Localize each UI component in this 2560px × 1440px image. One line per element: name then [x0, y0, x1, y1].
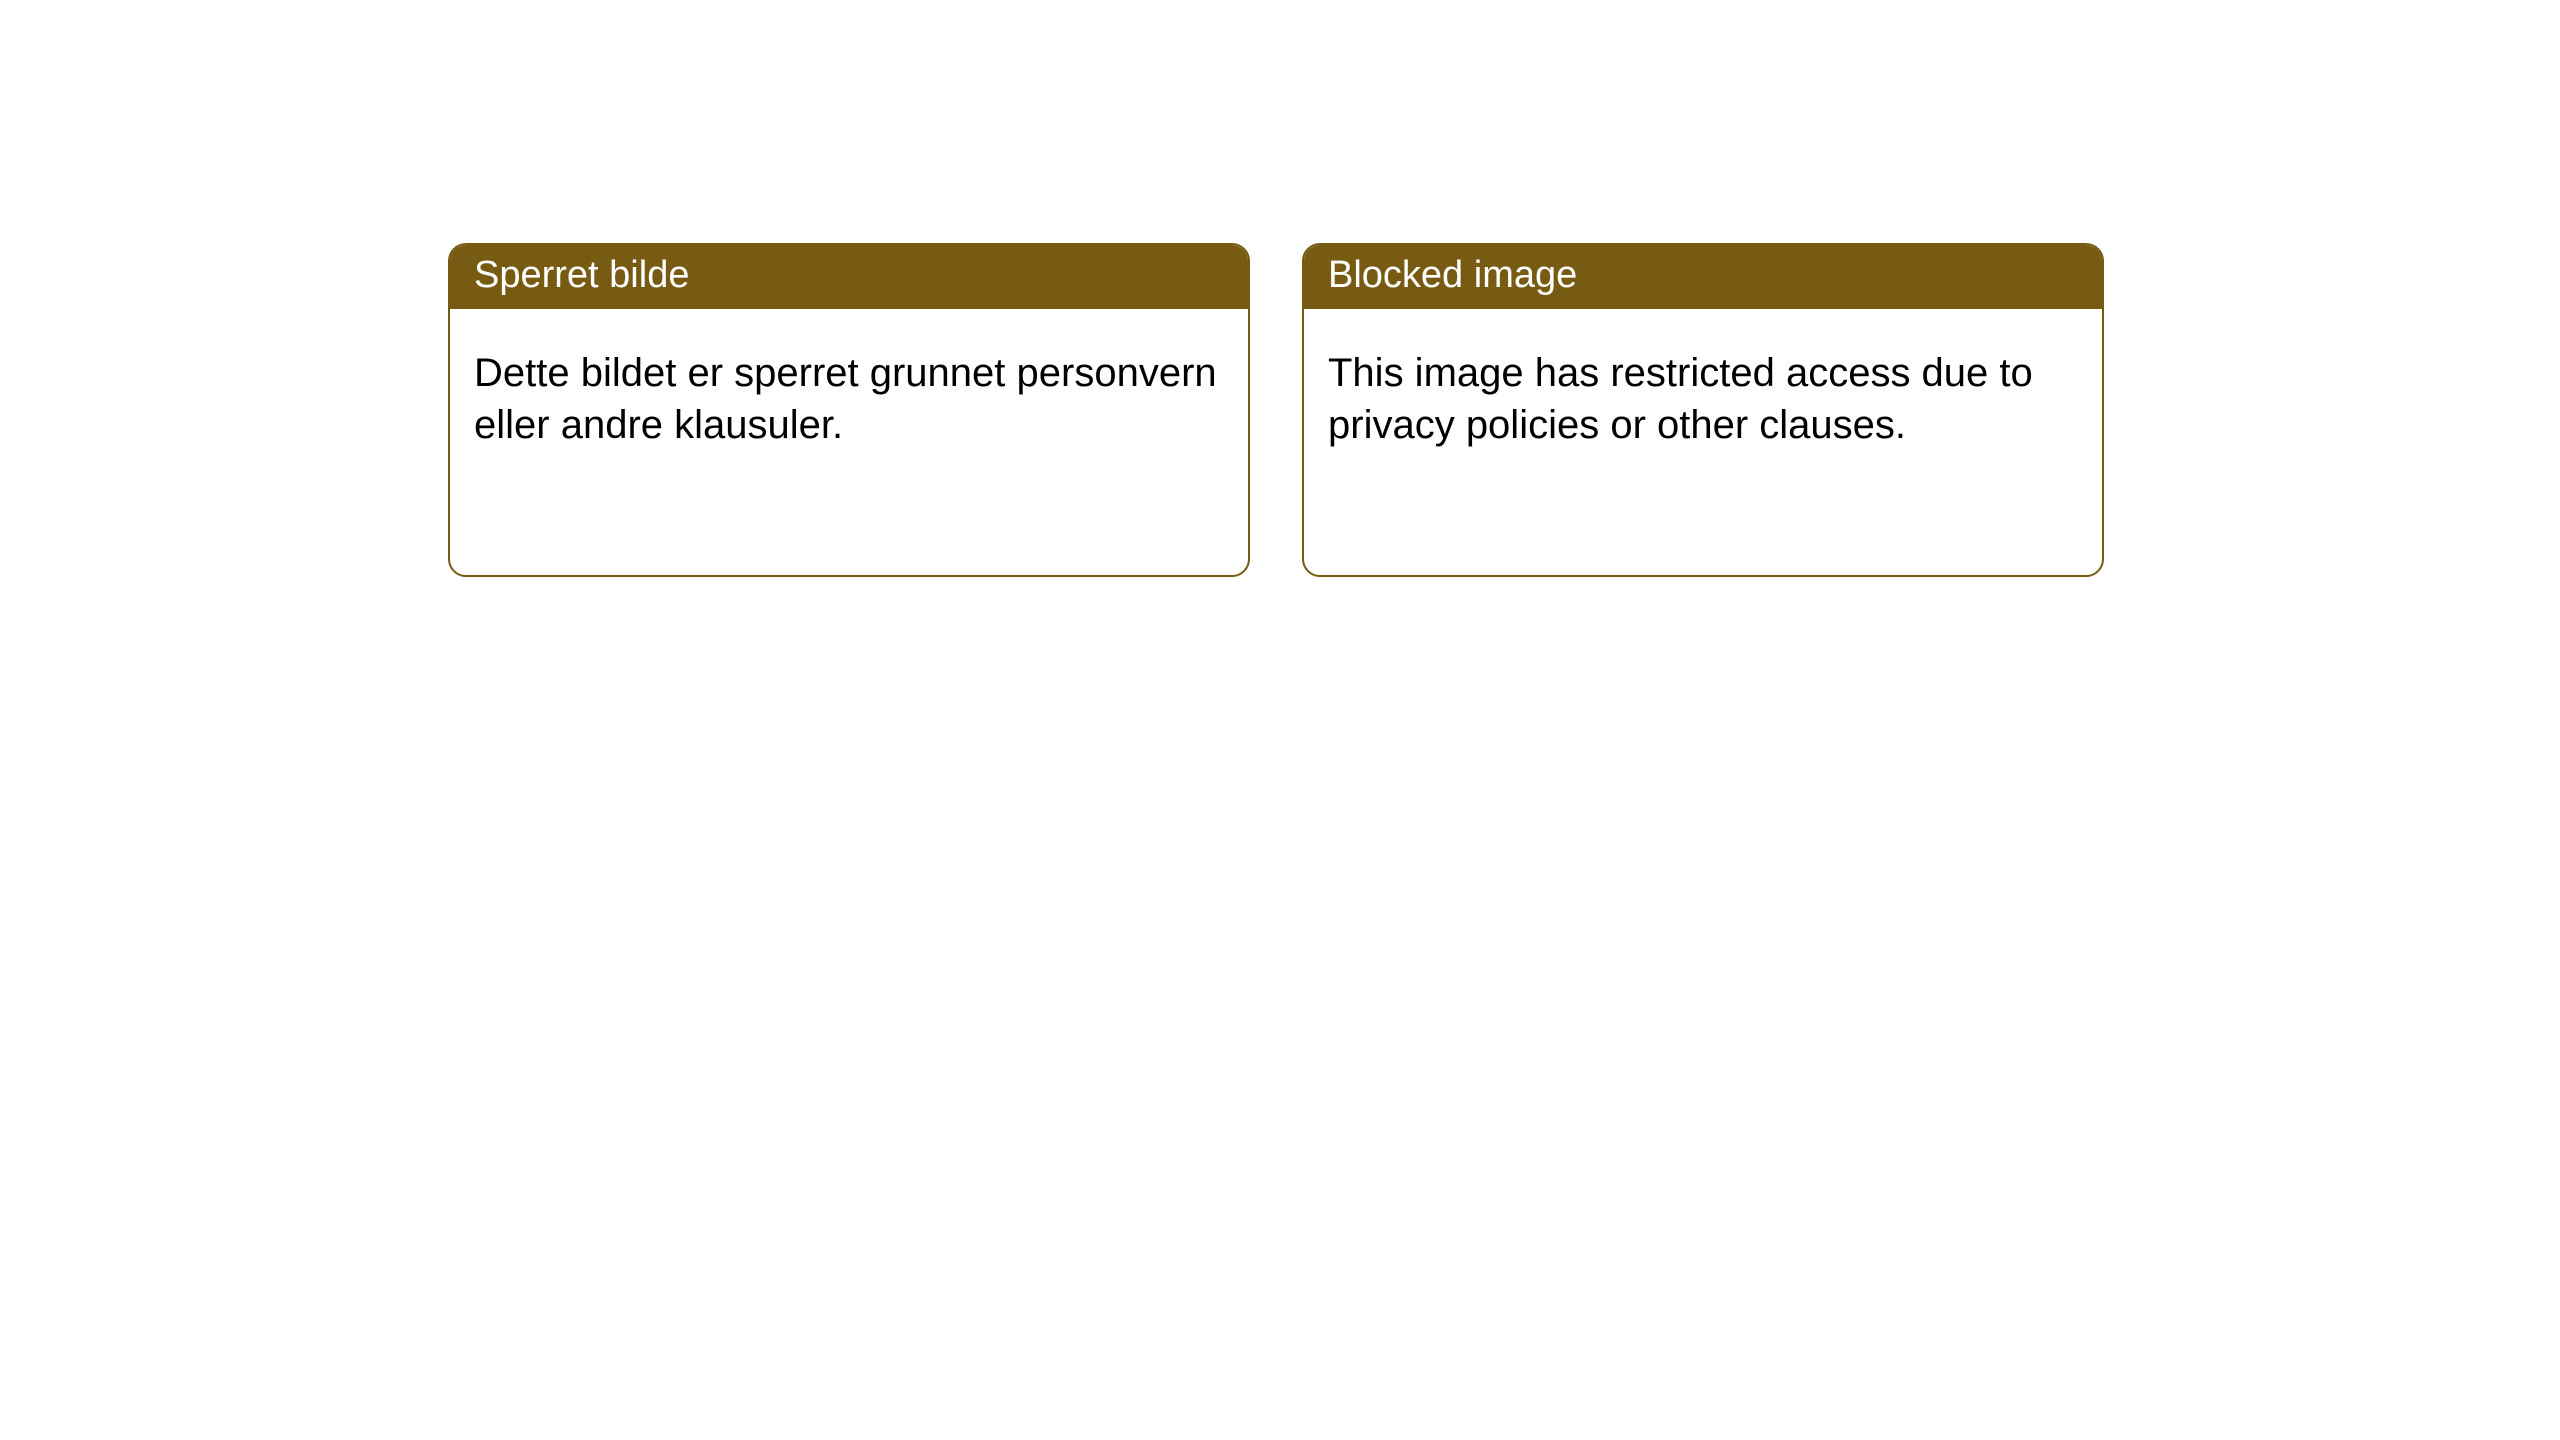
- notice-card-body: This image has restricted access due to …: [1304, 309, 2102, 475]
- notice-card-english: Blocked image This image has restricted …: [1302, 243, 2104, 577]
- notice-card-body: Dette bildet er sperret grunnet personve…: [450, 309, 1248, 475]
- notice-card-title: Sperret bilde: [450, 245, 1248, 309]
- notice-card-norwegian: Sperret bilde Dette bildet er sperret gr…: [448, 243, 1250, 577]
- notice-card-title: Blocked image: [1304, 245, 2102, 309]
- notice-card-container: Sperret bilde Dette bildet er sperret gr…: [0, 0, 2560, 577]
